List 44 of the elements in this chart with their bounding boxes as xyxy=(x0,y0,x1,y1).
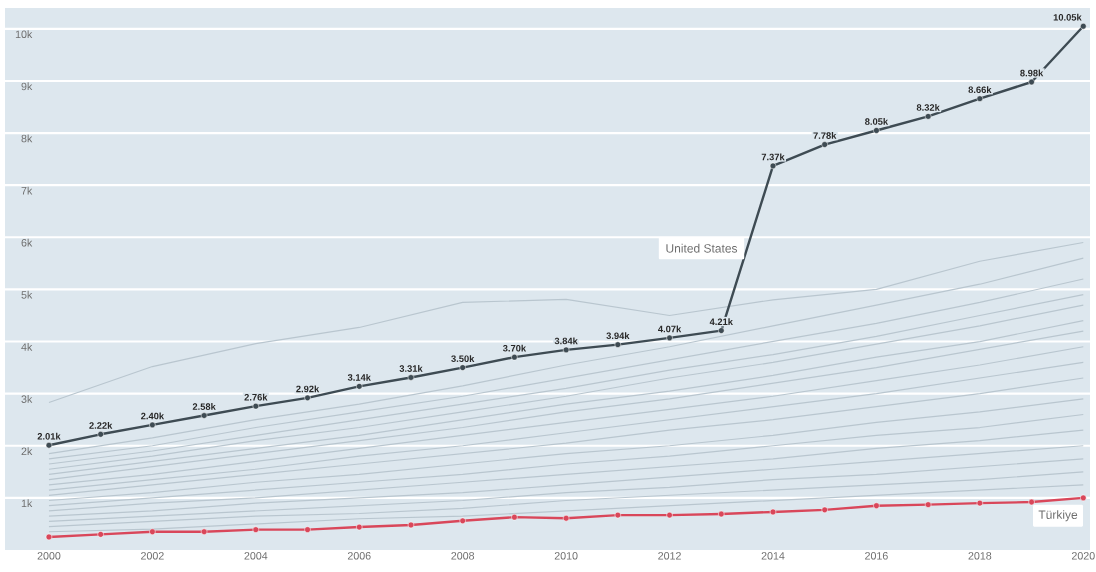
x-tick-label: 2002 xyxy=(141,552,164,560)
x-tick-label: 2006 xyxy=(347,552,371,560)
x-tick-label: 2008 xyxy=(451,552,475,560)
y-tick-label: 2k xyxy=(21,447,33,455)
series-label: United States xyxy=(666,243,738,253)
x-tick-label: 2014 xyxy=(761,552,785,560)
data-label: 2.22k xyxy=(89,421,113,429)
data-label: 3.84k xyxy=(554,337,578,345)
x-tick-label: 2018 xyxy=(968,552,992,560)
y-tick-label: 5k xyxy=(21,290,33,299)
y-tick-label: 9k xyxy=(21,82,33,91)
data-label: 8.05k xyxy=(865,118,889,125)
data-label: 2.40k xyxy=(141,412,165,420)
data-label: 7.37k xyxy=(761,153,785,161)
series-label: Türkiye xyxy=(1038,510,1078,522)
data-label: 2.01k xyxy=(37,432,61,440)
data-label: 2.76k xyxy=(244,393,268,401)
data-label: 3.50k xyxy=(451,355,475,362)
data-label: 3.94k xyxy=(606,332,630,340)
x-tick-label: 2020 xyxy=(1071,552,1095,560)
data-label: 4.21k xyxy=(709,318,733,325)
data-label: 8.98k xyxy=(1020,69,1044,77)
data-label: 2.58k xyxy=(192,403,216,410)
x-tick-label: 2004 xyxy=(244,552,268,560)
y-tick-label: 4k xyxy=(21,343,33,351)
y-tick-label: 10k xyxy=(15,30,33,39)
data-label: 3.70k xyxy=(502,344,527,352)
data-label: 3.31k xyxy=(399,365,423,372)
y-tick-label: 8k xyxy=(21,134,33,143)
data-label: 4.07k xyxy=(658,325,682,333)
data-label: 3.14k xyxy=(347,373,371,381)
y-tick-label: 1k xyxy=(21,499,33,508)
data-label: 2.92k xyxy=(296,385,320,393)
x-tick-label: 2012 xyxy=(658,552,681,560)
x-tick-label: 2016 xyxy=(865,552,888,560)
data-label: 10.05k xyxy=(1053,13,1082,21)
y-tick-label: 6k xyxy=(21,238,33,247)
y-tick-label: 3k xyxy=(21,395,33,403)
data-label: 7.78k xyxy=(813,132,837,139)
x-tick-label: 2000 xyxy=(37,552,61,560)
data-label: 8.32k xyxy=(916,103,940,111)
y-tick-label: 7k xyxy=(21,186,33,195)
x-tick-label: 2010 xyxy=(554,552,578,560)
data-label: 8.66k xyxy=(968,86,992,94)
